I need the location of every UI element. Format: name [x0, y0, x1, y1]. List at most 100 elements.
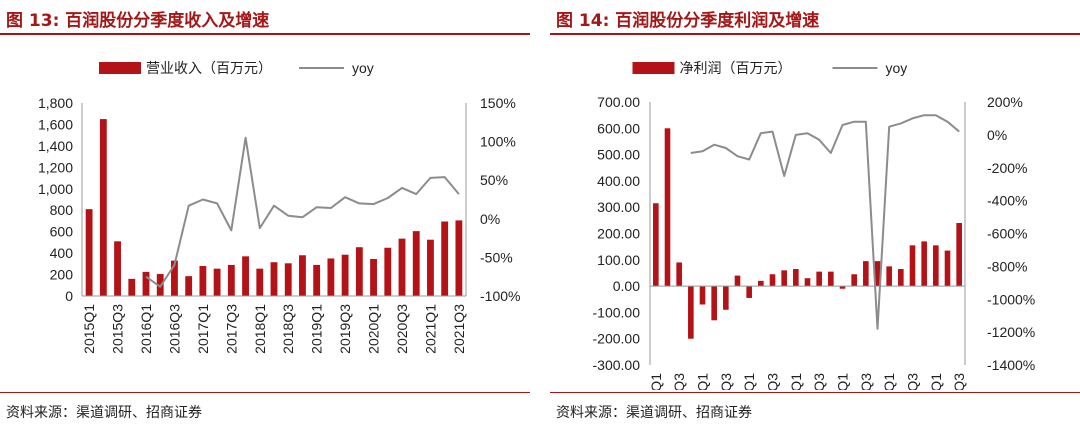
data-bar	[898, 269, 904, 287]
data-bar	[284, 263, 292, 296]
y-right-tick-label: -50%	[480, 249, 513, 265]
y-left-tick-label: 0	[65, 288, 73, 304]
y-left-tick-label: 500.00	[597, 147, 640, 163]
x-tick-label: 2019Q1	[835, 373, 851, 390]
data-bar	[839, 286, 846, 289]
data-bar	[804, 278, 811, 287]
data-bar	[933, 245, 939, 287]
data-bar	[711, 286, 717, 321]
data-bar	[242, 256, 249, 296]
x-tick-label: 2018Q3	[811, 373, 827, 390]
x-tick-label: 2018Q1	[788, 373, 804, 390]
data-bar	[441, 221, 449, 296]
data-bar	[341, 254, 349, 296]
data-bar	[185, 276, 193, 296]
legend-bar-swatch	[632, 62, 675, 74]
y-left-tick-label: 800	[50, 202, 74, 218]
y-left-tick-label: 400.00	[597, 173, 640, 189]
data-bar	[199, 265, 207, 296]
y-left-tick-label: 700.00	[597, 94, 640, 110]
data-bar	[664, 128, 671, 287]
data-bar	[171, 260, 178, 296]
revenue-panel: 图 13: 百润股份分季度收入及增速 营业收入（百万元） yoy 0 200 400 60…	[0, 0, 530, 431]
x-tick-label: 2021Q1	[422, 304, 438, 354]
y-left-tick-label: 600.00	[597, 120, 640, 136]
x-tick-label: 2020Q3	[905, 373, 921, 390]
data-bar	[816, 271, 822, 287]
data-bar	[769, 274, 776, 287]
y-right-tick-label: 150%	[480, 95, 516, 111]
y-left-tick-label: -100.00	[593, 304, 641, 320]
x-tick-label: 2019Q3	[337, 304, 353, 354]
x-tick-label: 2015Q3	[671, 373, 687, 390]
data-bar	[114, 241, 121, 296]
data-bar	[355, 247, 363, 296]
y-right-tick-label: -100%	[480, 288, 520, 304]
x-tick-label: 2016Q3	[718, 373, 734, 390]
y-left-tick-label: 1,800	[38, 95, 73, 111]
x-tick-label: 2015Q1	[648, 373, 664, 390]
data-bar	[921, 241, 927, 287]
data-bar	[874, 261, 881, 287]
data-bar	[723, 286, 729, 310]
y-left-tick-label: 0.00	[613, 278, 640, 294]
profit-panel: 图 14: 百润股份分季度利润及增速 净利润（百万元） yoy -300.00 -20…	[550, 0, 1080, 431]
y-right-tick-label: -1000%	[987, 291, 1035, 307]
source-divider	[0, 392, 530, 393]
y-right-tick-label: -800%	[987, 258, 1027, 274]
data-bar	[270, 262, 278, 296]
x-tick-label: 2021Q3	[951, 373, 967, 390]
data-bar	[828, 271, 834, 287]
data-bar	[956, 222, 962, 287]
data-bar	[99, 119, 107, 296]
data-bar	[793, 269, 799, 287]
y-right-tick-label: -400%	[987, 193, 1027, 209]
data-bar	[227, 264, 235, 296]
legend-bar-label: 营业收入（百万元）	[146, 60, 272, 76]
x-tick-label: 2016Q1	[695, 373, 711, 390]
x-tick-label: 2017Q3	[223, 304, 239, 354]
source-divider	[550, 392, 1080, 393]
x-tick-label: 2021Q1	[928, 373, 944, 390]
y-left-tick-label: 1,400	[38, 138, 73, 154]
x-tick-label: 2015Q3	[110, 304, 126, 354]
y-left-tick-label: 300.00	[597, 199, 640, 215]
y-right-tick-label: 200%	[987, 94, 1023, 110]
x-tick-label: 2017Q1	[741, 373, 757, 390]
data-bar	[851, 274, 857, 287]
data-bar	[699, 286, 706, 305]
y-right-tick-label: -200%	[987, 160, 1027, 176]
x-tick-label: 2020Q1	[366, 304, 382, 354]
revenue-chart: 营业收入（百万元） yoy 0 200 400 600 800 1,000 1,200 1,400…	[38, 60, 521, 354]
data-bar	[781, 270, 787, 287]
legend-line-label: yoy	[886, 60, 908, 76]
x-tick-label: 2018Q3	[280, 304, 296, 354]
y-left-tick-label: 1,200	[38, 159, 73, 175]
y-right-tick-label: -1200%	[987, 324, 1035, 340]
y-right-tick-label: 50%	[480, 172, 508, 188]
data-bar	[313, 264, 321, 296]
data-bar	[455, 220, 463, 296]
x-tick-label: 2018Q1	[252, 304, 268, 354]
x-tick-label: 2020Q3	[394, 304, 410, 354]
data-bar	[734, 275, 741, 287]
data-bar	[653, 203, 659, 287]
data-bar	[944, 250, 951, 287]
data-bar	[85, 209, 93, 296]
y-right-tick-label: 100%	[480, 134, 516, 150]
data-bar	[370, 259, 377, 296]
data-bar	[142, 271, 150, 296]
y-left-tick-label: 100.00	[597, 252, 640, 268]
legend-line-label: yoy	[352, 60, 374, 76]
y-left-tick-label: 1,000	[38, 181, 73, 197]
x-tick-label: 2020Q1	[881, 373, 897, 390]
x-tick-label: 2017Q1	[195, 304, 211, 354]
data-bar	[909, 245, 916, 287]
data-bar	[676, 262, 682, 287]
y-right-tick-label: -1400%	[987, 357, 1035, 373]
source-note: 资料来源：渠道调研、招商证券	[556, 405, 752, 421]
profit-chart: 净利润（百万元） yoy -300.00 -200.00 -100.00 0.00 100.…	[593, 60, 1036, 390]
y-left-tick-label: 600	[50, 224, 74, 240]
y-left-tick-label: 200.00	[597, 226, 640, 242]
x-tick-label: 2015Q1	[81, 304, 97, 354]
